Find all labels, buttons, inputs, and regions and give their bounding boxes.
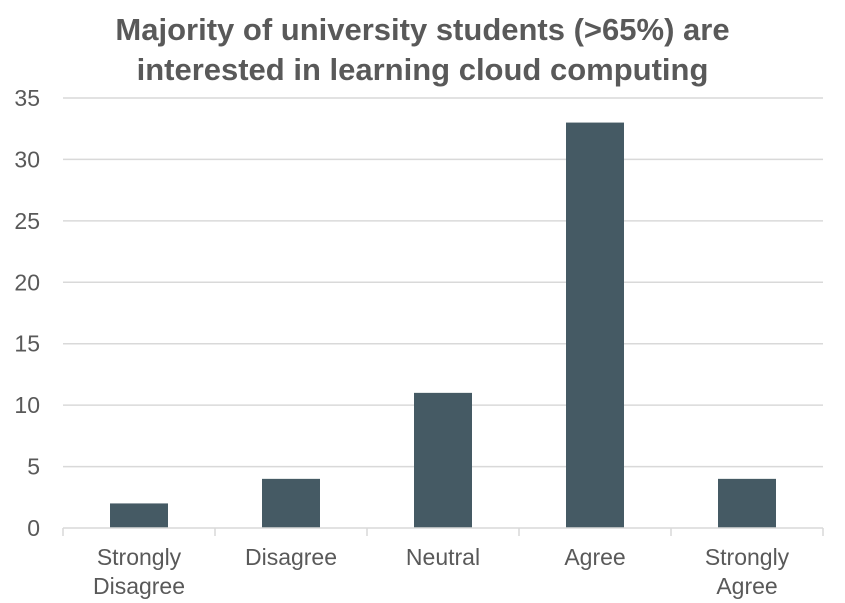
x-tick-label: Agree (564, 544, 625, 570)
chart-title-line-1: Majority of university students (>65%) a… (115, 12, 730, 47)
y-tick-label: 5 (27, 454, 40, 480)
y-tick-label: 35 (14, 85, 40, 111)
chart-title-line-2: interested in learning cloud computing (136, 52, 709, 87)
x-tick-label: Neutral (406, 544, 480, 570)
y-tick-label: 0 (27, 515, 40, 541)
x-tick-label: Disagree (245, 544, 337, 570)
chart-title: Majority of university students (>65%) a… (0, 10, 845, 90)
y-tick-label: 25 (14, 208, 40, 234)
y-tick-label: 30 (14, 146, 40, 172)
y-tick-label: 10 (14, 392, 40, 418)
bar (110, 503, 168, 528)
y-tick-label: 20 (14, 269, 40, 295)
x-tick-label: Strongly Disagree (93, 544, 185, 599)
x-tick-label: Strongly Agree (705, 544, 790, 599)
bar (262, 478, 320, 528)
y-tick-label: 15 (14, 331, 40, 357)
bar (414, 392, 472, 528)
bar (566, 122, 624, 529)
bar (718, 478, 776, 528)
